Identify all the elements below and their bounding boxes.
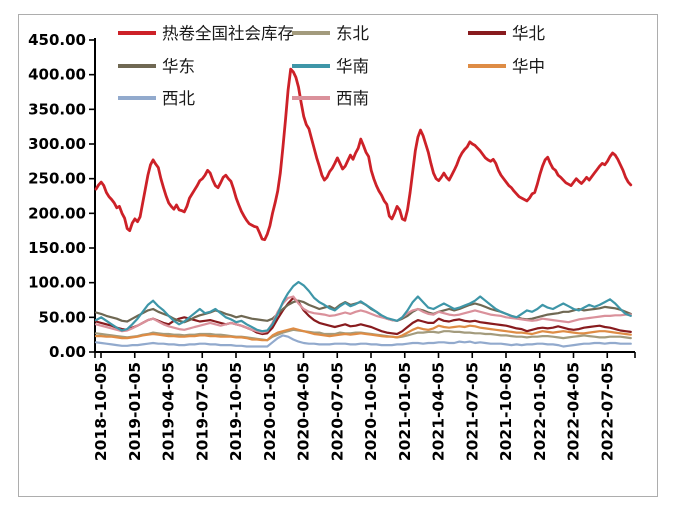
x-tick-label: 2021-07-05 [463,362,481,461]
legend-label-east: 华东 [162,57,195,76]
y-tick-label: 350.00 [28,100,86,118]
x-tick-label: 2022-04-05 [565,362,583,461]
x-tick-label: 2021-01-05 [396,362,414,461]
x-axis: 2018-10-05 2019-01-05 2019-04-05 2019-07-05… [92,351,636,461]
x-tick-label: 2022-01-05 [531,362,549,461]
legend-label-south: 华南 [336,57,369,76]
x-tick-label: 2020-04-05 [295,362,313,461]
series-line-hrc-national [94,67,633,242]
series-line-south [94,280,632,333]
x-tick-label: 2019-10-05 [227,362,245,461]
legend-item-east: 华东 [118,57,195,76]
legend-label-hrc-national: 热卷全国社会库存 [162,24,294,43]
x-tick-label: 2022-07-05 [598,362,616,461]
legend-item-northwest: 西北 [118,89,196,108]
legend-label-central: 华中 [512,57,545,76]
x-tick-label: 2021-10-05 [497,362,515,461]
y-tick-label: 400.00 [28,66,86,84]
x-tick-label: 2018-10-05 [92,362,110,461]
y-tick-label: 250.00 [28,170,86,188]
x-tick-label: 2019-01-05 [126,362,144,461]
y-tick-label: 200.00 [28,204,86,222]
x-tick-label: 2020-10-05 [362,362,380,461]
series-line-northwest [94,334,632,348]
x-tick-label: 2020-01-05 [261,362,279,461]
y-tick-label: 50.00 [39,308,86,326]
x-tick-label: 2019-04-05 [160,362,178,461]
series-lines [94,67,633,348]
figure-border [18,14,658,497]
series-line-southwest [94,295,632,334]
y-tick-label: 150.00 [28,239,86,257]
legend-label-northwest: 西北 [162,89,196,108]
legend-label-northeast: 东北 [336,24,370,43]
y-tick-label: 0.00 [49,343,86,361]
legend-item-central: 华中 [468,57,545,76]
x-tick-label: 2020-07-05 [328,362,346,461]
legend-item-hrc-national: 热卷全国社会库存 [118,24,294,43]
y-tick-label: 300.00 [28,135,86,153]
y-tick-label: 450.00 [28,31,86,49]
series-line-central [94,324,632,342]
y-tick-label: 100.00 [28,274,86,292]
x-tick-label: 2019-07-05 [193,362,211,461]
series-line-north [94,296,632,336]
legend-item-south: 华南 [292,57,369,76]
legend-item-north: 华北 [468,24,546,43]
x-tick-label: 2021-04-05 [430,362,448,461]
legend-item-southwest: 西南 [292,89,369,108]
legend-label-north: 华北 [512,24,546,43]
legend-label-southwest: 西南 [336,89,369,108]
y-axis: 450.00 400.00 350.00 300.00 250.00 200.00 150.… [28,31,96,361]
legend-item-northeast: 东北 [292,24,370,43]
